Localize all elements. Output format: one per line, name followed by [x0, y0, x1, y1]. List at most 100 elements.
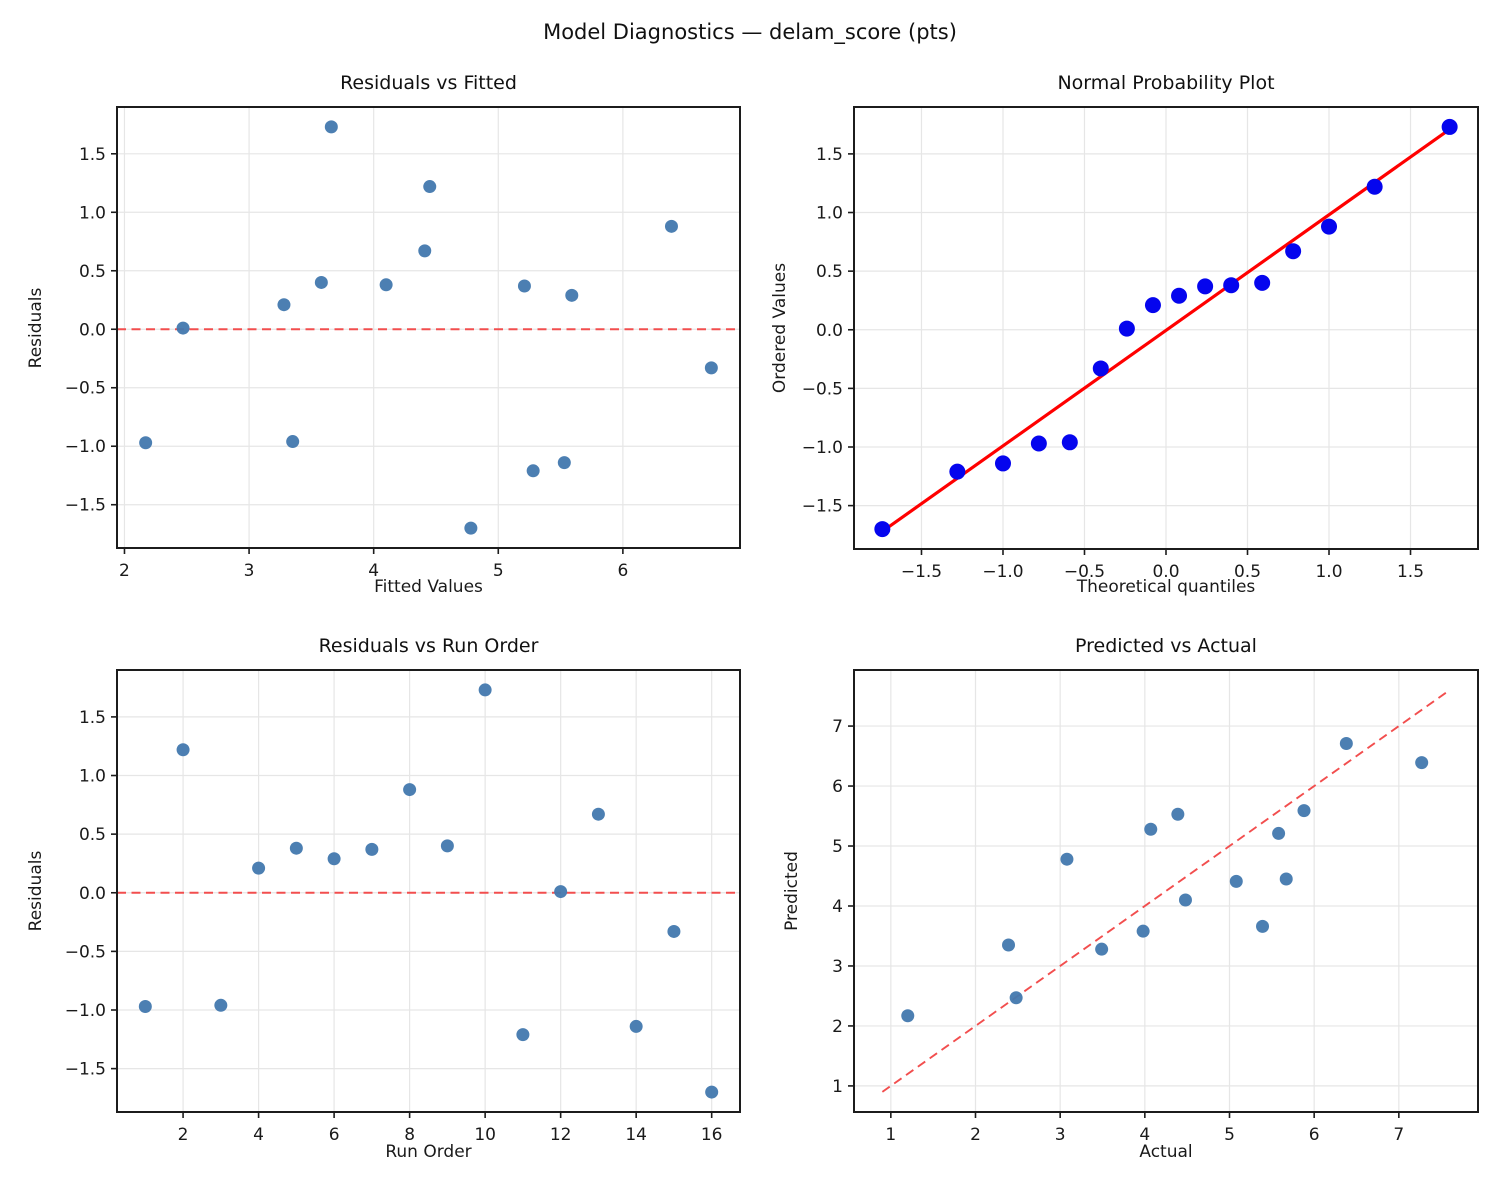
tick-marks	[111, 716, 713, 1118]
y-tick-label: −1.5	[65, 1060, 106, 1080]
data-point	[667, 924, 681, 938]
x-tick-label: 16	[701, 1125, 723, 1145]
x-tick-label: 5	[1224, 1125, 1235, 1145]
data-point	[252, 861, 266, 875]
y-tick-label: 0.0	[79, 884, 106, 904]
data-point	[1144, 822, 1158, 836]
data-point	[705, 1085, 719, 1099]
data-point	[516, 1028, 530, 1042]
plot-area-residuals-vs-run-order: 2 4 6 8 10 12 14 16 −1.5 −1.0 −0.5 0.0 0.5 1.0 1.5	[65, 669, 741, 1145]
plot-normal-probability: −1.5 −1.0 −0.5 0.0 0.5 1.0 1.5 −1.5 −1.0 −0.5 0.0 0…	[750, 60, 1500, 620]
data-point	[1415, 756, 1429, 770]
x-tick-label: 8	[404, 1125, 415, 1145]
y-tick-label: 0.0	[816, 321, 843, 341]
y-tick-label: 1.0	[79, 203, 106, 223]
data-points	[139, 120, 718, 535]
y-tick-label: 1.5	[79, 145, 106, 165]
y-tick-label: −1.5	[802, 497, 843, 517]
x-tick-label: 2	[119, 561, 130, 581]
x-tick-label: 1.5	[1397, 562, 1424, 582]
data-point	[565, 288, 579, 302]
y-tick-label: 1.5	[816, 145, 843, 165]
data-point	[1321, 218, 1338, 235]
data-point	[379, 278, 393, 292]
figure-suptitle: Model Diagnostics — delam_score (pts)	[543, 20, 957, 44]
data-point	[464, 521, 478, 535]
data-point	[554, 885, 568, 899]
data-point	[478, 683, 492, 697]
data-point	[365, 842, 379, 856]
x-tick-label: 4	[368, 561, 379, 581]
data-point	[1136, 924, 1150, 938]
data-point	[1441, 118, 1458, 135]
y-axis-label-residuals: Residuals	[26, 287, 46, 369]
y-tick-label: −1.0	[65, 1001, 106, 1021]
data-point	[1060, 852, 1074, 866]
y-tick-label: −0.5	[65, 379, 106, 399]
y-tick-label: 3	[832, 957, 843, 977]
data-point	[176, 743, 190, 757]
x-tick-label: 0.5	[1234, 562, 1261, 582]
fit-line	[880, 127, 1452, 534]
data-point	[517, 279, 531, 293]
data-point	[403, 783, 417, 797]
data-point	[704, 361, 718, 375]
identity-line	[881, 689, 1451, 1093]
data-point	[176, 321, 190, 335]
grid-lines	[854, 107, 1478, 549]
x-tick-label: 6	[617, 561, 628, 581]
y-tick-label: 0.5	[79, 262, 106, 282]
data-point	[1171, 287, 1188, 304]
y-tick-label: 4	[832, 897, 843, 917]
tick-marks	[848, 725, 1400, 1118]
y-axis-label-predicted: Predicted	[782, 851, 802, 931]
x-tick-label: 10	[474, 1125, 496, 1145]
data-points	[874, 118, 1458, 538]
data-point	[286, 435, 300, 449]
plot-title-residuals-vs-run-order: Residuals vs Run Order	[318, 635, 539, 657]
plot-area-normal-probability: −1.5 −1.0 −0.5 0.0 0.5 1.0 1.5 −1.5 −1.0 −0.5 0.0 0…	[802, 106, 1479, 582]
data-point	[423, 180, 437, 194]
data-point	[557, 456, 571, 470]
plot-title-normal-probability: Normal Probability Plot	[1057, 72, 1275, 94]
x-tick-label: 0.0	[1152, 562, 1179, 582]
data-point	[901, 1009, 915, 1023]
x-tick-label: 4	[1139, 1125, 1150, 1145]
x-tick-label: 4	[253, 1125, 264, 1145]
data-point	[1002, 938, 1016, 952]
grid-lines	[117, 107, 740, 548]
plot-area-predicted-vs-actual: 1 2 3 4 5 6 7 1 2 3 4 5 6 7	[832, 669, 1479, 1145]
plot-border	[116, 669, 741, 1113]
x-tick-label: 12	[550, 1125, 572, 1145]
y-axis-label-ordered-values: Ordered Values	[770, 262, 790, 394]
data-point	[1061, 434, 1078, 451]
x-axis-label-theoretical-quantiles: Theoretical quantiles	[1076, 577, 1256, 597]
data-point	[138, 999, 152, 1013]
y-tick-label: 1.0	[816, 204, 843, 224]
data-point	[1144, 297, 1161, 314]
data-point	[526, 464, 540, 478]
data-point	[1178, 893, 1192, 907]
tick-labels: 2 4 6 8 10 12 14 16 −1.5 −1.0 −0.5 0.0 0.5 1.0 1.5	[65, 708, 723, 1145]
data-point	[1297, 804, 1311, 818]
data-point	[1223, 277, 1240, 294]
data-point	[1030, 435, 1047, 452]
data-point	[418, 244, 432, 258]
plot-border	[116, 106, 741, 549]
y-tick-label: 0.5	[816, 262, 843, 282]
data-point	[1285, 243, 1302, 260]
x-tick-label: 2	[970, 1125, 981, 1145]
data-point	[1256, 919, 1270, 933]
data-point	[214, 998, 228, 1012]
plot-border	[853, 669, 1479, 1113]
tick-marks	[111, 152, 624, 554]
data-point	[994, 455, 1011, 472]
x-tick-label: −0.5	[1064, 562, 1105, 582]
plot-residuals-vs-fitted: 2 3 4 5 6 −1.5 −1.0 −0.5 0.0 0.5 1.0 1.5 Residuals …	[0, 60, 750, 620]
data-point	[1092, 360, 1109, 377]
x-tick-label: 6	[1309, 1125, 1320, 1145]
x-tick-label: 3	[1055, 1125, 1066, 1145]
data-point	[629, 1019, 643, 1033]
x-axis-label-actual: Actual	[1139, 1142, 1193, 1162]
x-axis-label-fitted-values: Fitted Values	[374, 577, 483, 597]
